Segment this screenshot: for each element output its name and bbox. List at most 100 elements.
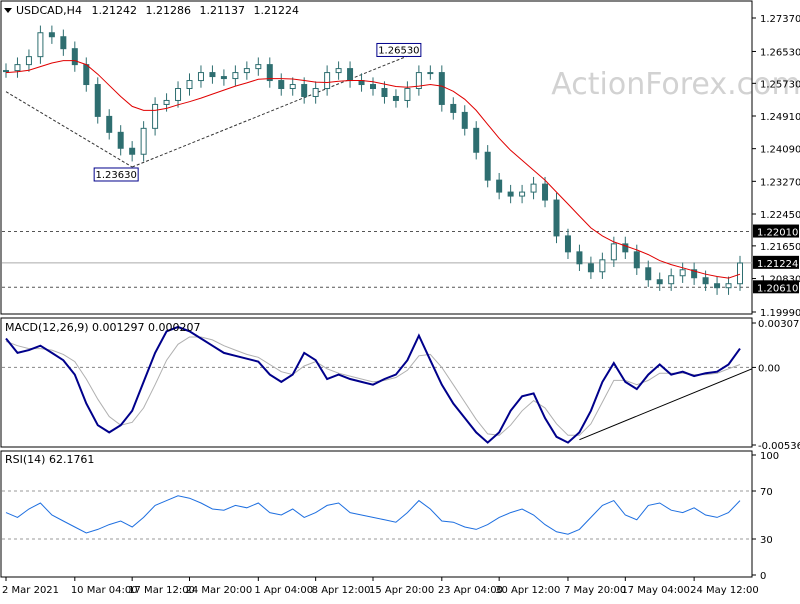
candle-body <box>25 56 32 66</box>
price-annotation-label: 1.23630 <box>95 170 136 181</box>
rsi-tick-label: 0 <box>760 571 766 582</box>
price-annotation-label: 1.26530 <box>378 45 419 56</box>
rsi-tick-label: 100 <box>760 451 779 462</box>
rsi-title: RSI(14) 62.1761 <box>5 453 94 466</box>
time-tick-label: 23 Apr 04:00 <box>438 585 503 596</box>
price-tick-label: 1.24910 <box>760 112 800 123</box>
candle-body <box>129 147 136 155</box>
svg-text:USDCAD,H4 1.21242: USDCAD,H4 1.21242 1.21286 1.21137 1.2122… <box>16 4 299 17</box>
candle-body <box>679 269 686 277</box>
macd-layer <box>2 325 753 444</box>
macd-signal-line <box>5 336 741 436</box>
price-annotation-box <box>376 42 422 57</box>
candle-body <box>737 262 743 285</box>
time-tick-label: 2 Mar 2021 <box>2 585 59 596</box>
watermark: ActionForex.com <box>551 67 800 102</box>
candle-body <box>301 84 308 97</box>
macd-tick-label: 0.00 <box>758 363 780 374</box>
low-value: 1.21137 <box>199 4 245 17</box>
candle-body <box>427 72 434 75</box>
candle-body <box>324 72 331 90</box>
candle-body <box>507 191 514 197</box>
open-value: 1.21242 <box>91 4 137 17</box>
candle-body <box>197 72 204 82</box>
price-axis-label-box <box>753 224 799 238</box>
candle-body <box>266 64 273 82</box>
time-tick-label: 30 Apr 12:00 <box>495 585 560 596</box>
candle-body <box>106 115 113 133</box>
price-axis: 1.27370 1.26530 1.25730 1.24910 1.24090 1.232… <box>752 14 800 319</box>
candle-body <box>461 111 468 129</box>
time-tick-label: 17 Mar 12:00 <box>128 585 195 596</box>
high-value: 1.21286 <box>145 4 191 17</box>
moving-average-line <box>5 60 741 279</box>
candle-body <box>163 99 170 105</box>
trendline <box>131 50 420 168</box>
price-layer: 1.26530 1.23630 <box>2 25 752 295</box>
price-tick-label: 1.27370 <box>760 14 800 25</box>
price-tick-label: 1.25730 <box>760 79 800 90</box>
candle-body <box>564 235 571 253</box>
candle-body <box>519 191 526 197</box>
candle-body <box>289 84 296 90</box>
candle-body <box>496 179 503 193</box>
candle-body <box>175 88 182 101</box>
price-tick-label: 1.24090 <box>760 145 800 156</box>
candle-body <box>255 64 262 70</box>
rsi-panel-frame <box>0 450 753 578</box>
candle-body <box>633 251 640 269</box>
candle-body <box>714 283 721 289</box>
time-tick-label: 7 May 20:00 <box>564 585 626 596</box>
candle-body <box>152 103 159 129</box>
rsi-axis: 100 70 30 0 <box>752 451 779 582</box>
candle-body <box>186 80 193 90</box>
price-axis-label-box <box>753 280 799 294</box>
candle-body <box>576 251 583 265</box>
candle-body <box>484 151 491 181</box>
rsi-line <box>5 495 741 535</box>
candle-body <box>587 263 594 273</box>
candle-body <box>415 72 422 90</box>
candle-body <box>610 243 617 261</box>
price-header: USDCAD,H4 1.21242 1.21286 1.21137 1.2122… <box>4 4 299 17</box>
candle-body <box>656 279 663 285</box>
candle-body <box>645 267 652 281</box>
price-axis-label: 1.21224 <box>757 259 798 270</box>
candle-body <box>335 68 342 74</box>
macd-tick-label: 0.003072 <box>758 319 800 330</box>
candle-body <box>48 32 55 38</box>
candle-body <box>473 127 480 153</box>
rsi-layer <box>2 490 752 540</box>
candle-body <box>381 88 388 97</box>
dropdown-triangle-icon[interactable] <box>4 8 12 13</box>
price-tick-label: 1.26530 <box>760 47 800 58</box>
candle-body <box>140 127 147 155</box>
candle-body <box>60 36 67 50</box>
candle-body <box>14 64 21 72</box>
macd-title: MACD(12,26,9) 0.001297 0.000207 <box>5 321 201 334</box>
candle-body <box>622 243 629 253</box>
time-tick-label: 24 Mar 20:00 <box>186 585 253 596</box>
price-tick-label: 1.22450 <box>760 210 800 221</box>
candle-body <box>117 131 124 149</box>
candle-body <box>530 183 537 193</box>
candle-body <box>3 70 9 73</box>
candle-body <box>71 48 78 66</box>
candle-body <box>312 88 319 97</box>
trendline <box>5 91 133 168</box>
candle-body <box>553 199 560 237</box>
price-annotation-box <box>93 167 139 182</box>
time-tick-label: 8 Apr 12:00 <box>312 585 371 596</box>
candle-body <box>725 283 732 289</box>
candle-body <box>278 80 285 90</box>
price-axis-label: 1.20610 <box>757 283 798 294</box>
candle-body <box>209 72 216 78</box>
rsi-tick-label: 70 <box>760 487 773 498</box>
macd-axis: 0.003072 0.00 -0.005369 <box>752 319 800 452</box>
close-value: 1.21224 <box>253 4 299 17</box>
time-tick-label: 10 Mar 04:00 <box>71 585 138 596</box>
candle-body <box>392 95 399 101</box>
